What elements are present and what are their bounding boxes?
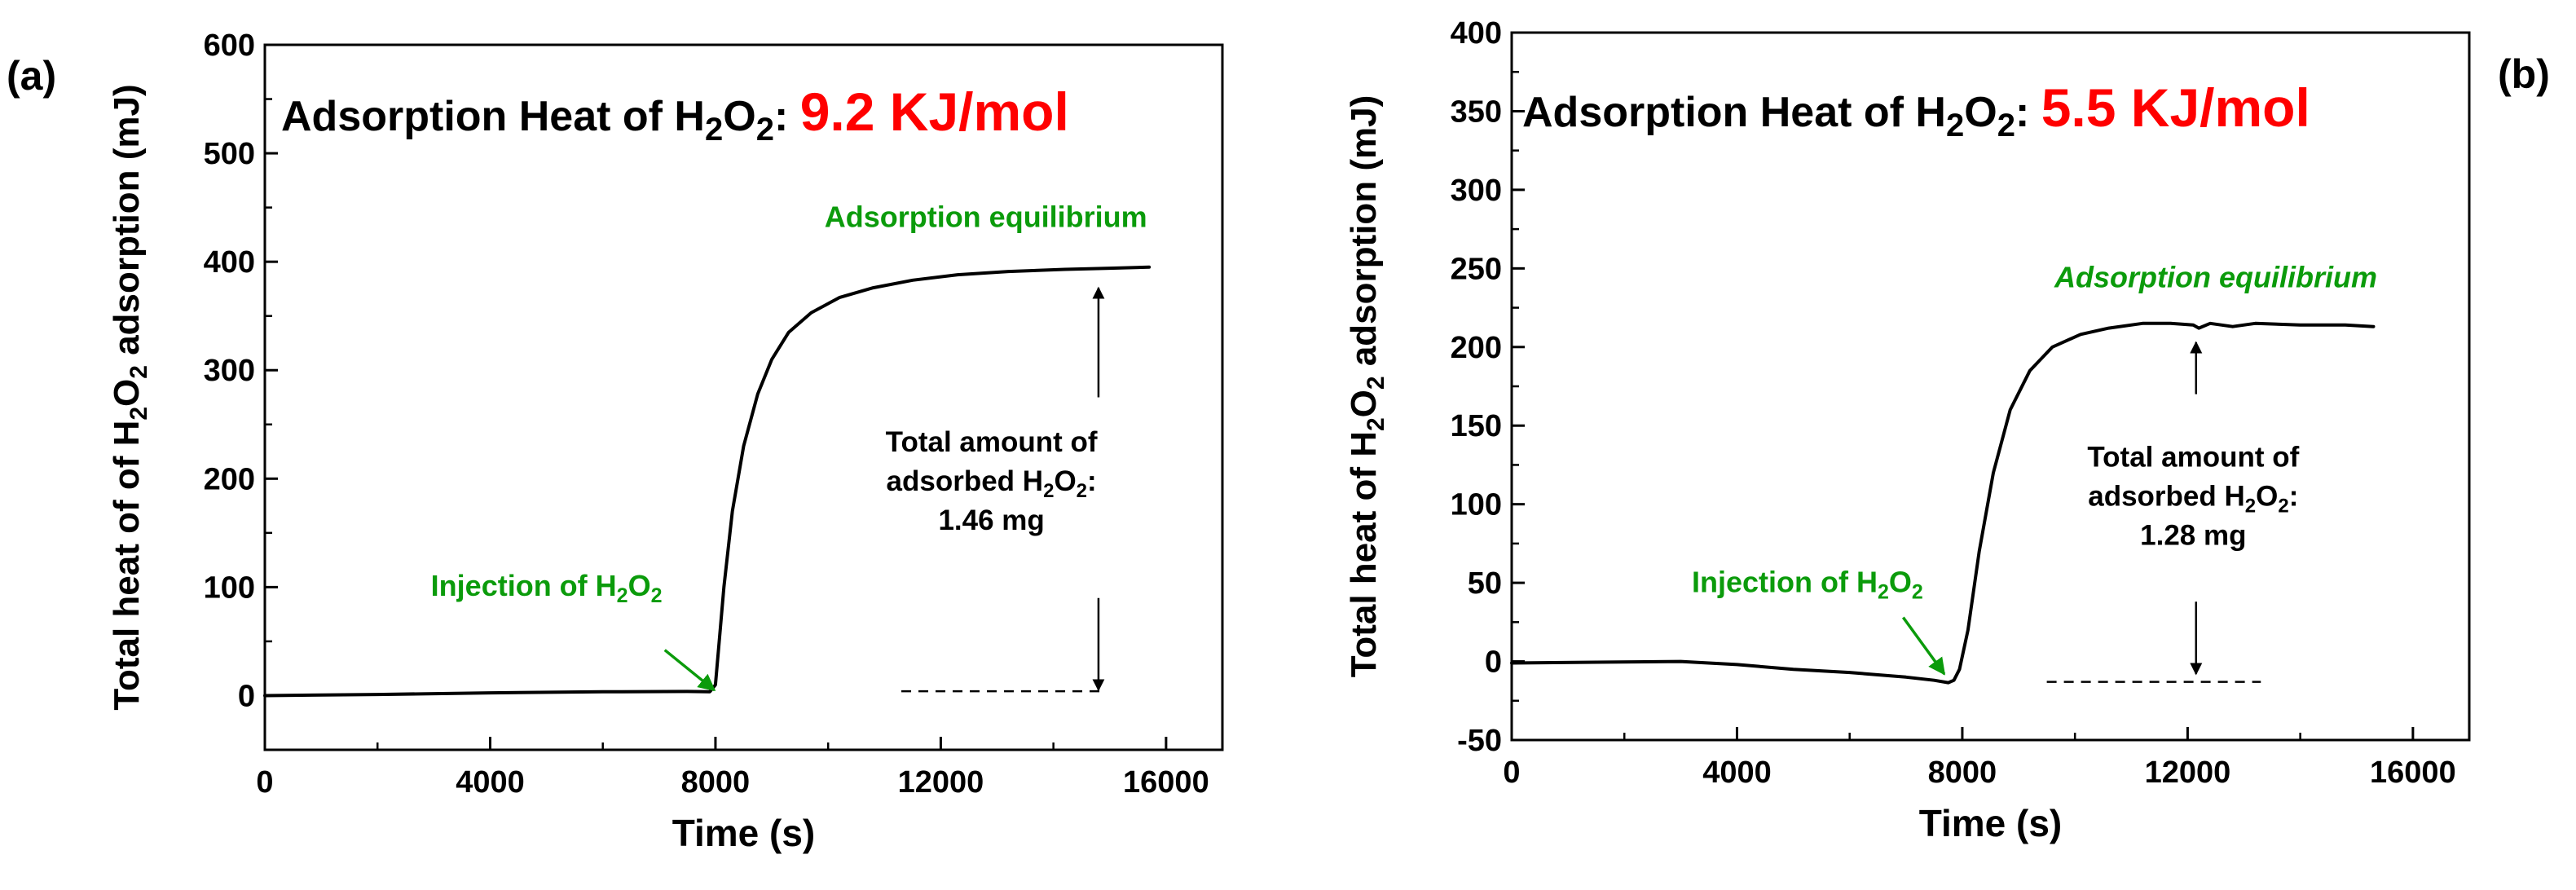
y-axis-label: Total heat of H2O2 adsorption (mJ) [1344, 95, 1389, 678]
y-tick-label: 150 [1451, 409, 1502, 443]
panel-label: (a) [7, 53, 56, 99]
annotation-injection: Injection of H2O2 [1692, 566, 1923, 604]
panel-label: (b) [2498, 51, 2550, 97]
y-tick-label: 400 [1451, 16, 1502, 51]
y-tick-label: 50 [1468, 566, 1502, 601]
annotation-amount-line2: adsorbed H2O2: [2088, 480, 2298, 517]
annotation-amount-line1: Total amount of [886, 426, 1098, 458]
injection-arrow [663, 649, 716, 692]
plot-frame [263, 43, 1224, 751]
series-line-heat [263, 265, 1151, 698]
annotation-injection: Injection of H2O2 [431, 569, 663, 607]
x-axis-label: Time (s) [672, 812, 816, 854]
x-tick-label: 0 [1503, 756, 1520, 790]
x-tick-label: 0 [256, 765, 273, 800]
annotation-amount-line1: Total amount of [2087, 441, 2299, 473]
chart-title: Adsorption Heat of H2O2: 9.2 KJ/mol [281, 82, 1069, 148]
y-tick-label: 200 [1451, 331, 1502, 365]
x-tick-label: 8000 [681, 765, 751, 800]
y-tick-label: 600 [204, 29, 255, 63]
annotation-amount-line2: adsorbed H2O2: [887, 465, 1097, 502]
series-line-heat [1510, 321, 2376, 685]
x-tick-label: 16000 [2370, 756, 2456, 790]
x-tick-label: 4000 [1702, 756, 1772, 790]
annotation-amount-line3: 1.46 mg [938, 504, 1044, 536]
y-tick-label: 300 [1451, 174, 1502, 208]
y-tick-label: 400 [204, 245, 255, 280]
y-axis-label: Total heat of of H2O2 adsorption (mJ) [107, 84, 152, 710]
injection-arrow [1901, 616, 1946, 676]
x-tick-label: 4000 [456, 765, 525, 800]
y-tick-label: -50 [1457, 724, 1502, 758]
x-axis-label: Time (s) [1919, 802, 2063, 844]
chart-panel-a: (a) 0 4000 8000 12000 16000 0 100 200 300 400 500 60… [7, 29, 1224, 854]
y-tick-label: 350 [1451, 95, 1502, 129]
annotation-equilibrium: Adsorption equilibrium [825, 200, 1147, 234]
plot-frame [1510, 31, 2471, 742]
y-tick-label: 100 [204, 571, 255, 605]
y-tick-label: 100 [1451, 488, 1502, 522]
annotation-equilibrium: Adsorption equilibrium [2054, 260, 2377, 293]
x-tick-label: 8000 [1928, 756, 1997, 790]
y-tick-label: 0 [1485, 645, 1502, 680]
y-tick-label: 500 [204, 137, 255, 171]
y-tick-label: 0 [238, 679, 255, 713]
x-tick-label: 16000 [1123, 765, 1209, 800]
annotation-amount-line3: 1.28 mg [2140, 519, 2246, 551]
chart-title: Adsorption Heat of H2O2: 5.5 KJ/mol [1522, 77, 2310, 143]
y-tick-label: 300 [204, 354, 255, 388]
y-tick-label: 200 [204, 462, 255, 496]
x-tick-label: 12000 [898, 765, 984, 800]
x-tick-label: 12000 [2145, 756, 2231, 790]
chart-panel-b: (b)0 4000 8000 12000 16000-50050100150200250… [1344, 16, 2550, 844]
y-tick-label: 250 [1451, 252, 1502, 286]
